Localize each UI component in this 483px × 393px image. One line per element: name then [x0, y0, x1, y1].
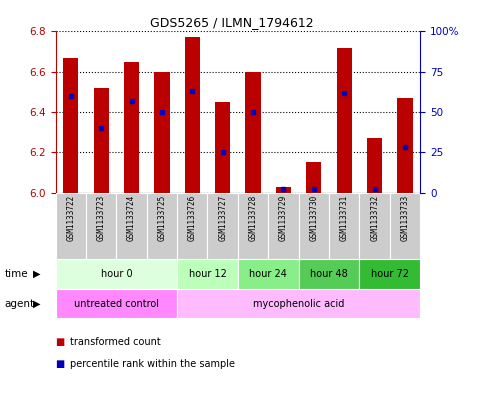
Text: GSM1133730: GSM1133730 — [309, 195, 318, 241]
Bar — [208, 193, 238, 259]
Bar — [177, 193, 208, 259]
Bar — [359, 193, 390, 259]
Text: GSM1133725: GSM1133725 — [157, 195, 167, 241]
Bar — [245, 72, 261, 193]
Bar — [63, 58, 78, 193]
Text: ▶: ▶ — [32, 269, 40, 279]
Text: GSM1133722: GSM1133722 — [66, 195, 75, 241]
Bar — [268, 193, 298, 259]
Text: GSM1133731: GSM1133731 — [340, 195, 349, 241]
Bar — [124, 62, 139, 193]
Bar — [367, 138, 382, 193]
Bar — [56, 193, 86, 259]
Text: mycophenolic acid: mycophenolic acid — [253, 299, 344, 309]
Bar — [56, 259, 177, 289]
Text: GSM1133723: GSM1133723 — [97, 195, 106, 241]
Bar — [390, 193, 420, 259]
Bar — [94, 88, 109, 193]
Text: percentile rank within the sample: percentile rank within the sample — [70, 358, 235, 369]
Bar — [306, 162, 322, 193]
Bar — [337, 48, 352, 193]
Text: hour 24: hour 24 — [249, 269, 287, 279]
Text: GSM1133729: GSM1133729 — [279, 195, 288, 241]
Text: ■: ■ — [56, 337, 65, 347]
Text: GDS5265 / ILMN_1794612: GDS5265 / ILMN_1794612 — [150, 16, 313, 29]
Text: hour 12: hour 12 — [188, 269, 227, 279]
Bar — [185, 37, 200, 193]
Bar — [56, 289, 177, 318]
Bar — [177, 289, 420, 318]
Bar — [359, 259, 420, 289]
Text: GSM1133724: GSM1133724 — [127, 195, 136, 241]
Text: hour 0: hour 0 — [100, 269, 132, 279]
Text: ▶: ▶ — [32, 299, 40, 309]
Bar — [86, 193, 116, 259]
Bar — [177, 259, 238, 289]
Bar — [154, 72, 170, 193]
Text: GSM1133728: GSM1133728 — [249, 195, 257, 241]
Bar — [329, 193, 359, 259]
Text: agent: agent — [5, 299, 35, 309]
Text: GSM1133726: GSM1133726 — [188, 195, 197, 241]
Bar — [238, 193, 268, 259]
Text: time: time — [5, 269, 28, 279]
Text: untreated control: untreated control — [74, 299, 159, 309]
Text: transformed count: transformed count — [70, 337, 161, 347]
Bar — [147, 193, 177, 259]
Bar — [298, 259, 359, 289]
Text: GSM1133733: GSM1133733 — [400, 195, 410, 241]
Text: ■: ■ — [56, 358, 65, 369]
Bar — [398, 98, 412, 193]
Bar — [276, 187, 291, 193]
Text: GSM1133727: GSM1133727 — [218, 195, 227, 241]
Text: hour 72: hour 72 — [371, 269, 409, 279]
Text: GSM1133732: GSM1133732 — [370, 195, 379, 241]
Bar — [298, 193, 329, 259]
Text: hour 48: hour 48 — [310, 269, 348, 279]
Bar — [215, 102, 230, 193]
Bar — [116, 193, 147, 259]
Bar — [238, 259, 298, 289]
